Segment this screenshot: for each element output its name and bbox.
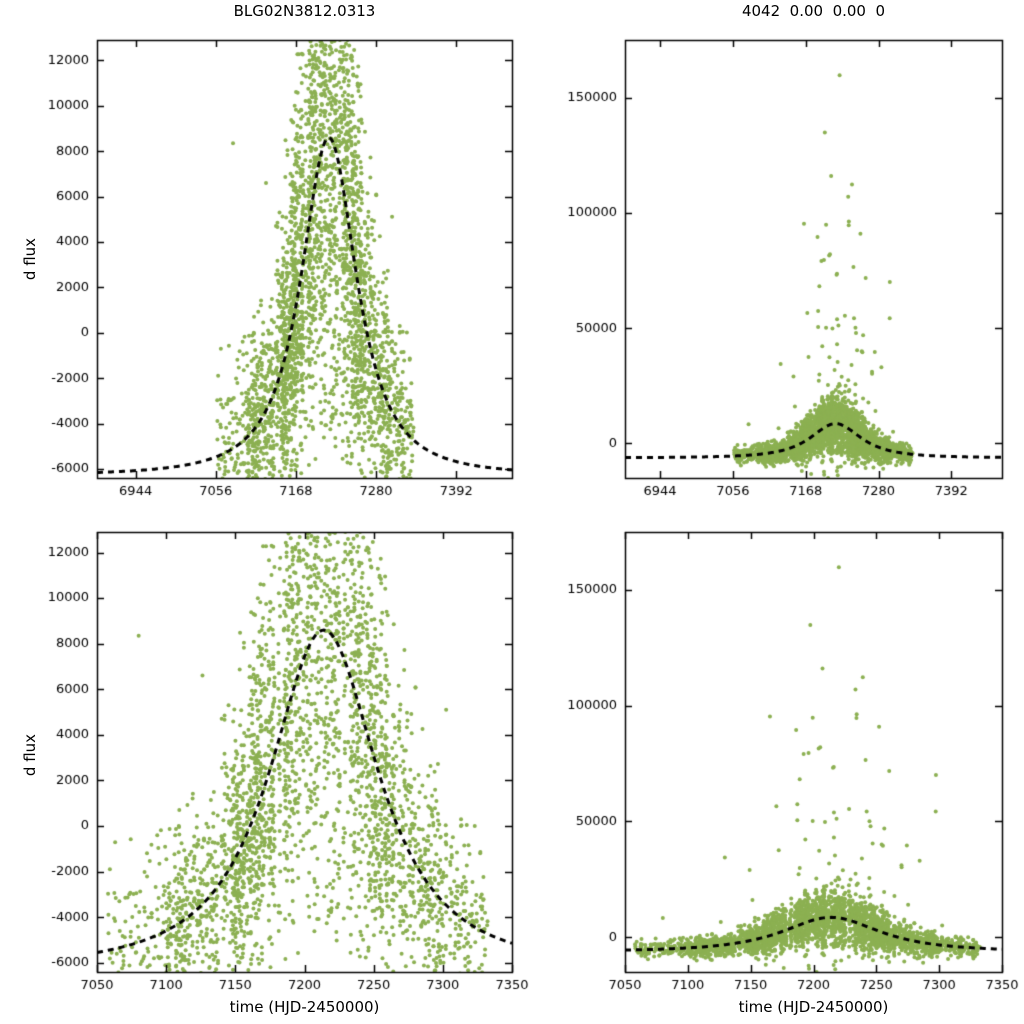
y-axis-label-bottom: d flux — [21, 733, 39, 777]
panel-top-left-canvas — [0, 20, 540, 515]
panel-top-left-title: BLG02N3812.0313 — [233, 2, 376, 20]
x-axis-label-bottom-right: time (HJD-2450000) — [738, 998, 889, 1016]
y-axis-label-top: d flux — [21, 237, 39, 281]
panel-top-right-canvas — [524, 20, 1024, 515]
panel-bottom-right-canvas — [524, 512, 1024, 1024]
x-axis-label-bottom-left: time (HJD-2450000) — [229, 998, 380, 1016]
panel-top-right-title: 4042 0.00 0.00 0 — [741, 2, 886, 20]
panel-bottom-left-canvas — [0, 512, 540, 1024]
